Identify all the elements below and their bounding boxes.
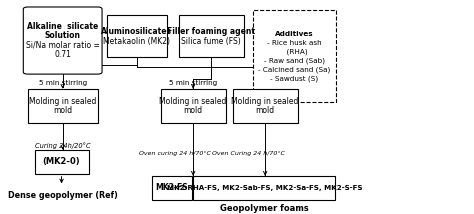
Text: Metakaolin (MK2): Metakaolin (MK2)	[103, 37, 171, 46]
Text: - Calcined sand (Sa): - Calcined sand (Sa)	[258, 66, 330, 73]
Text: Molding in sealed: Molding in sealed	[29, 97, 96, 106]
Text: Molding in sealed: Molding in sealed	[159, 97, 227, 106]
Text: - Sawdust (S): - Sawdust (S)	[270, 75, 319, 82]
Text: Si/Na molar ratio =: Si/Na molar ratio =	[26, 41, 100, 50]
Bar	[35, 150, 89, 174]
Text: mold: mold	[53, 106, 72, 115]
Bar	[161, 89, 226, 123]
Text: Oven curing 24 h/70°C: Oven curing 24 h/70°C	[139, 151, 211, 156]
Text: 5 min stirring: 5 min stirring	[169, 79, 218, 86]
Text: MK2-RHA-FS, MK2-Sab-FS, MK2-Sa-FS, MK2-S-FS: MK2-RHA-FS, MK2-Sab-FS, MK2-Sa-FS, MK2-S…	[166, 185, 362, 191]
Text: - Rice husk ash: - Rice husk ash	[267, 40, 322, 46]
Text: 5 min stirring: 5 min stirring	[39, 79, 87, 86]
Text: Molding in sealed: Molding in sealed	[231, 97, 299, 106]
Text: Dense geopolymer (Ref): Dense geopolymer (Ref)	[8, 191, 118, 200]
Bar	[107, 15, 167, 57]
FancyBboxPatch shape	[253, 10, 336, 103]
Bar	[179, 15, 244, 57]
Bar	[28, 89, 98, 123]
FancyBboxPatch shape	[23, 7, 102, 74]
Bar	[152, 176, 192, 200]
Text: Oven Curing 24 h/70°C: Oven Curing 24 h/70°C	[212, 151, 285, 156]
Bar	[233, 89, 298, 123]
Text: Filler foaming agent: Filler foaming agent	[167, 27, 255, 36]
Bar	[193, 176, 335, 200]
Text: Alkaline  silicate: Alkaline silicate	[27, 22, 98, 31]
Text: (MK2-0): (MK2-0)	[43, 157, 81, 166]
Text: Curing 24h/20°C: Curing 24h/20°C	[35, 142, 91, 149]
Text: Additives: Additives	[275, 31, 314, 37]
Text: MK2-FS: MK2-FS	[155, 183, 188, 192]
Text: Silica fume (FS): Silica fume (FS)	[182, 37, 241, 46]
Text: 0.71: 0.71	[54, 50, 71, 59]
Text: mold: mold	[183, 106, 203, 115]
Text: Geopolymer foams: Geopolymer foams	[219, 204, 309, 213]
Text: mold: mold	[255, 106, 275, 115]
Text: Aluminosilicates: Aluminosilicates	[101, 27, 173, 36]
Text: - Raw sand (Sab): - Raw sand (Sab)	[264, 57, 325, 64]
Text: (RHA): (RHA)	[282, 49, 307, 55]
Text: Solution: Solution	[45, 31, 81, 40]
